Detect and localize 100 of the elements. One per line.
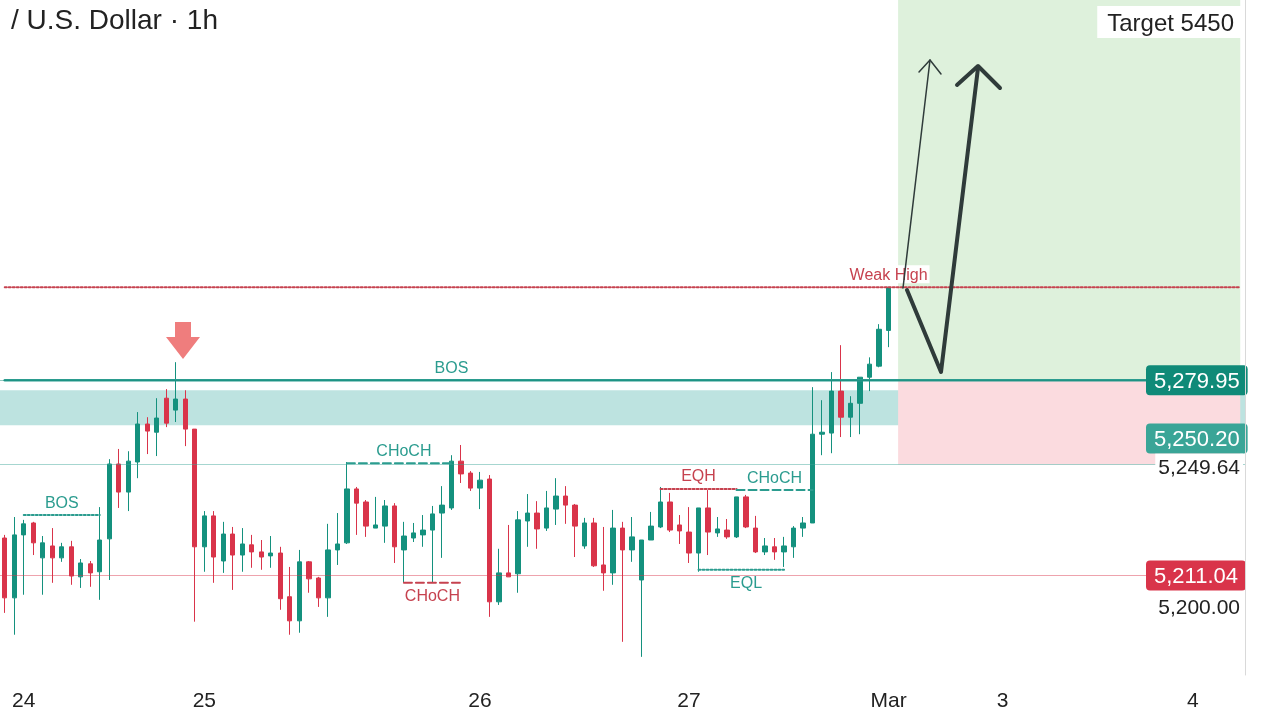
y-tick-label: 5,200.00 — [1158, 595, 1240, 619]
candlestick — [591, 517, 597, 568]
candlestick — [202, 510, 207, 573]
candlestick — [857, 376, 863, 435]
candlestick — [192, 428, 197, 623]
candlestick — [40, 535, 45, 596]
candlestick — [268, 535, 273, 569]
candlestick — [743, 494, 749, 529]
candlestick — [553, 477, 559, 526]
candlestick — [88, 560, 93, 588]
candlestick — [439, 485, 445, 559]
candlestick — [601, 526, 606, 592]
candlestick — [848, 395, 853, 438]
candlestick — [506, 524, 511, 578]
candlestick — [401, 521, 407, 583]
candlestick — [458, 444, 464, 484]
candlestick — [230, 526, 235, 591]
candlestick — [800, 516, 806, 538]
band-label: Target 5450 — [1107, 8, 1234, 36]
candlestick — [667, 492, 673, 533]
candlestick — [819, 399, 825, 456]
candlestick — [278, 546, 283, 611]
candlestick — [31, 521, 36, 556]
candlestick — [21, 519, 26, 596]
series-label: EQL — [730, 574, 763, 592]
candlestick — [325, 523, 331, 618]
candlestick — [249, 534, 254, 569]
candlestick — [658, 486, 663, 529]
x-tick-label: 4 — [1186, 688, 1199, 711]
candlestick — [12, 516, 17, 636]
candlestick — [335, 512, 340, 566]
series-label: CHoCH — [747, 468, 803, 486]
candlestick — [563, 485, 568, 525]
candlestick — [420, 514, 426, 548]
candlestick — [620, 521, 625, 643]
y-tick-label: 5,249.64 — [1158, 454, 1241, 478]
candlestick — [610, 509, 616, 586]
candlestick — [496, 548, 502, 606]
candlestick — [705, 489, 711, 556]
candlestick — [392, 502, 397, 564]
candlestick — [59, 542, 64, 563]
candlestick — [344, 461, 350, 545]
candlestick — [287, 566, 292, 636]
candlestick — [715, 516, 720, 538]
candlestick — [876, 323, 882, 368]
candlestick — [373, 496, 378, 529]
candlestick — [221, 521, 226, 574]
ref-line-label: 5,250.20 — [1154, 426, 1240, 452]
x-tick-label: 27 — [677, 688, 701, 711]
candlestick — [382, 499, 388, 544]
candlestick — [724, 518, 730, 540]
candlestick — [686, 506, 692, 564]
candlestick — [734, 496, 739, 539]
candlestick — [781, 536, 787, 568]
candlestick — [791, 525, 796, 559]
candlestick — [648, 511, 654, 541]
candlestick — [487, 474, 492, 618]
candlestick — [449, 454, 454, 511]
candlestick — [772, 537, 777, 561]
candlestick — [116, 448, 121, 509]
ref-line-label: 5,279.95 — [1154, 367, 1240, 393]
candlestick — [69, 540, 74, 586]
x-tick-label: 26 — [468, 688, 492, 711]
candlestick — [629, 516, 635, 563]
candlestick — [411, 522, 416, 543]
candlestick — [297, 549, 302, 634]
x-tick-label: 3 — [996, 688, 1009, 711]
series-label: EQH — [681, 467, 716, 485]
series-label: CHoCH — [404, 587, 460, 605]
candlestick — [534, 500, 540, 550]
candlestick — [515, 510, 521, 594]
candlestick — [838, 344, 844, 438]
candlestick — [696, 507, 701, 573]
candlestick — [572, 503, 578, 558]
candlestick — [544, 490, 549, 532]
x-tick-label: 25 — [192, 688, 217, 711]
series-label: BOS — [44, 493, 79, 511]
series-label: BOS — [434, 358, 469, 376]
candlestick — [240, 527, 245, 573]
candlestick — [639, 539, 644, 658]
candlestick — [430, 505, 435, 584]
candlestick — [173, 361, 178, 423]
candlestick — [677, 514, 682, 545]
candlestick — [582, 517, 587, 550]
x-tick-label: Mar — [870, 688, 907, 711]
ref-line-label: 5,211.04 — [1154, 563, 1239, 589]
candlestick — [154, 397, 159, 457]
candlestick — [525, 493, 530, 548]
candlestick — [211, 510, 216, 584]
candlestick — [762, 537, 768, 556]
candlestick — [259, 539, 264, 571]
candlestick — [753, 515, 758, 554]
chart-title: / U.S. Dollar · 1h — [11, 3, 218, 35]
candlestick — [50, 527, 55, 584]
series-label: CHoCH — [376, 441, 432, 459]
candlestick — [867, 356, 872, 392]
candlestick — [354, 486, 359, 536]
candlestick — [78, 558, 83, 589]
candlestick — [183, 389, 188, 447]
candlestick — [829, 371, 834, 454]
